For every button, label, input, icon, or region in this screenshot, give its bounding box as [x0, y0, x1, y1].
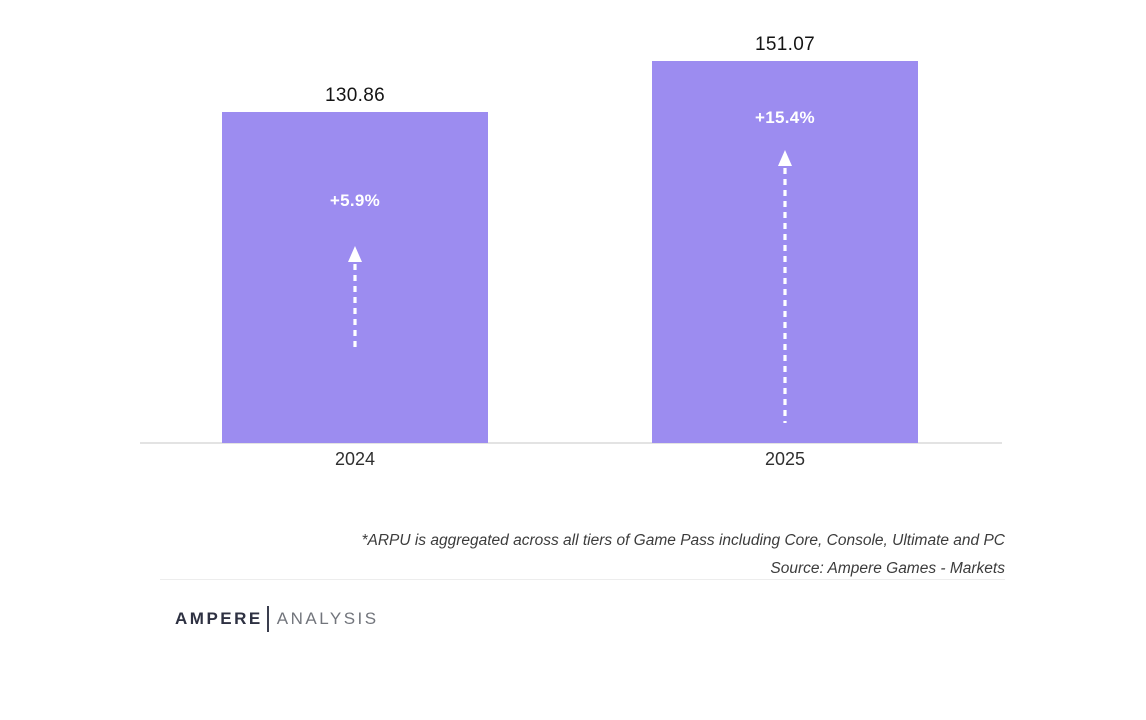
value-label-2024: 130.86 [325, 85, 385, 106]
logo-divider [266, 606, 269, 632]
x-axis-line [140, 442, 1002, 444]
growth-label-2025: +15.4% [755, 108, 815, 127]
bar-group-2024: 130.86 +5.9% [222, 85, 488, 443]
bar-chart: 130.86 +5.9% 151.07 +15.4% [140, 34, 1002, 444]
growth-label-2024: +5.9% [329, 191, 381, 210]
bar-group-2025: 151.07 +15.4% [652, 34, 918, 443]
up-arrow-icon [348, 246, 362, 348]
ampere-analysis-logo: AMPERE ANALYSIS [175, 606, 379, 632]
x-axis-label-2024: 2024 [334, 449, 376, 469]
source-note: Source: Ampere Games - Markets [770, 560, 1005, 577]
bar-2025: +15.4% [652, 61, 918, 443]
x-axis-label-2025: 2025 [764, 449, 806, 469]
logo-primary-text: AMPERE [175, 609, 263, 628]
bar-2024: +5.9% [222, 112, 488, 443]
chart-notes: *ARPU is aggregated across all tiers of … [361, 527, 1005, 583]
footnote: *ARPU is aggregated across all tiers of … [361, 532, 1005, 549]
separator-line [160, 579, 1005, 580]
value-label-2025: 151.07 [755, 34, 815, 55]
logo-secondary-text: ANALYSIS [276, 609, 379, 628]
up-arrow-icon [778, 150, 792, 423]
